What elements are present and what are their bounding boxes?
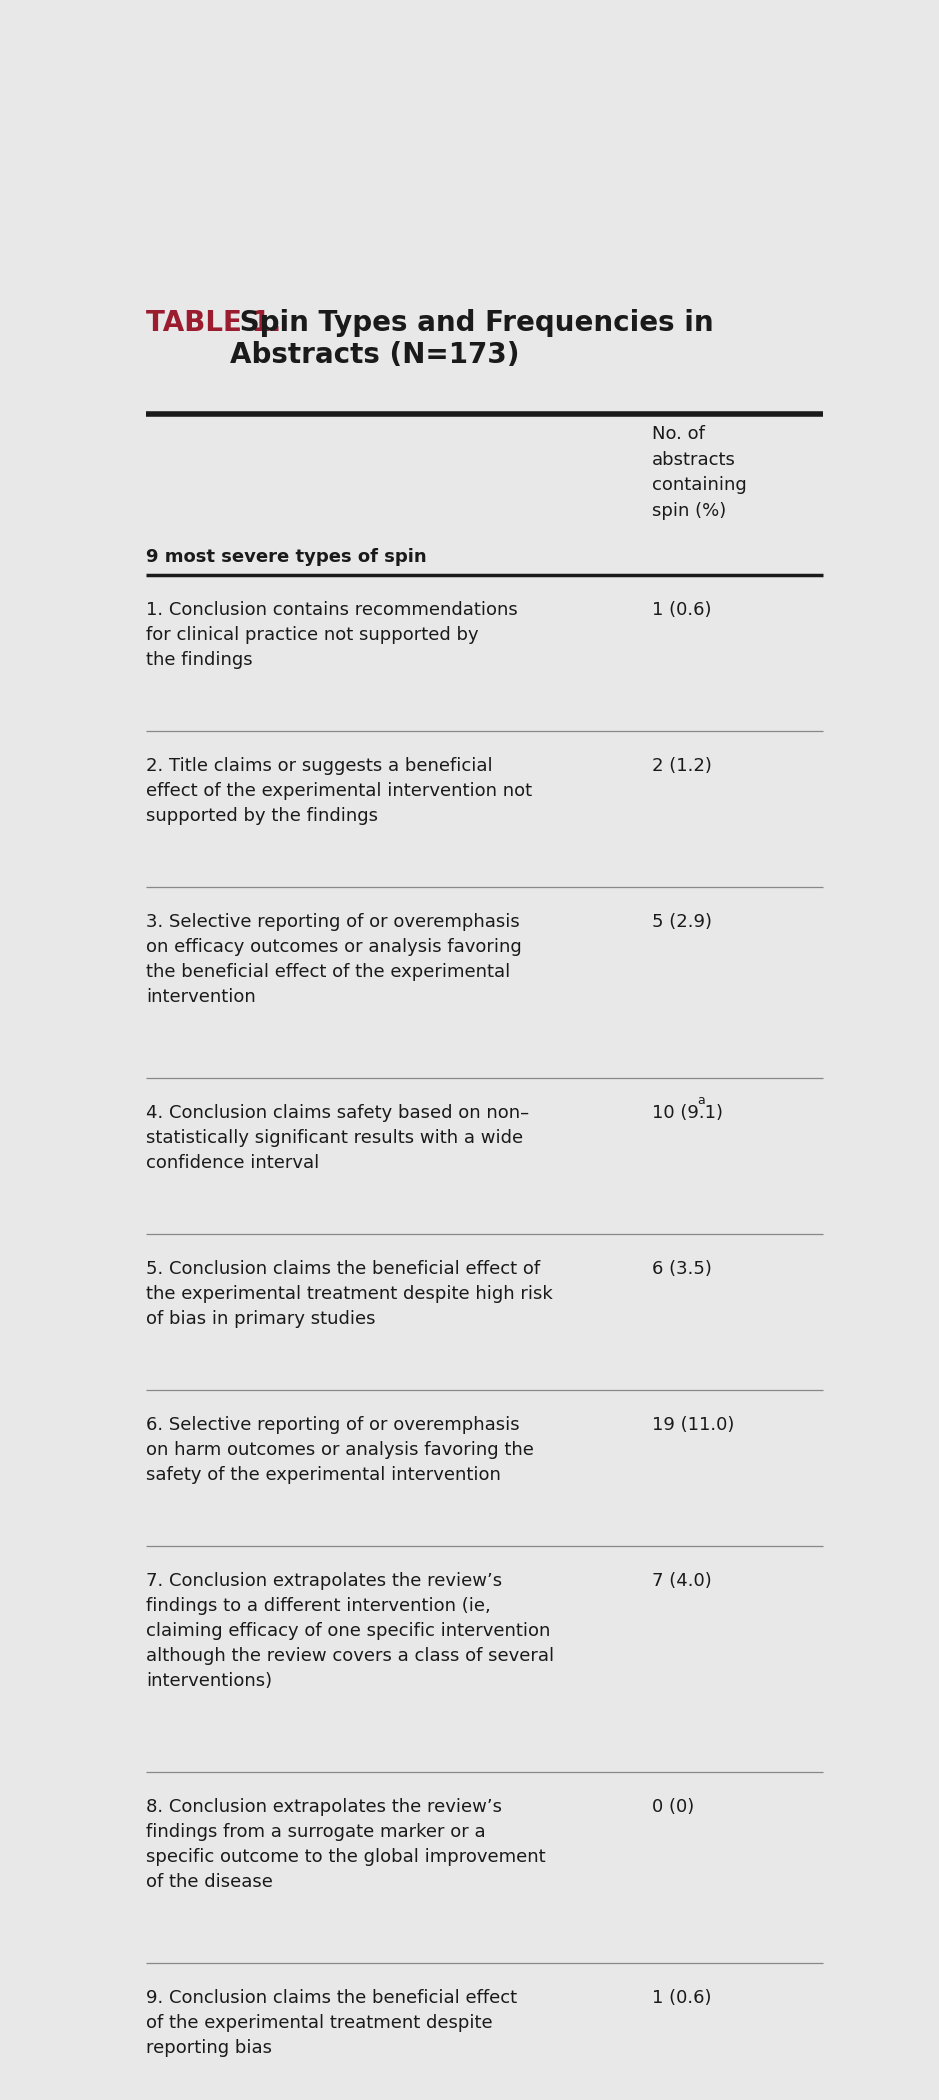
Text: 2 (1.2): 2 (1.2) <box>653 758 712 775</box>
Text: 7. Conclusion extrapolates the review’s
findings to a different intervention (ie: 7. Conclusion extrapolates the review’s … <box>146 1573 555 1691</box>
Text: 1. Conclusion contains recommendations
for clinical practice not supported by
th: 1. Conclusion contains recommendations f… <box>146 601 518 670</box>
Text: 9. Conclusion claims the beneficial effect
of the experimental treatment despite: 9. Conclusion claims the beneficial effe… <box>146 1989 517 2056</box>
Text: 6 (3.5): 6 (3.5) <box>653 1260 712 1279</box>
Text: 1 (0.6): 1 (0.6) <box>653 601 712 619</box>
Text: 5 (2.9): 5 (2.9) <box>653 914 713 932</box>
Text: 3. Selective reporting of or overemphasis
on efficacy outcomes or analysis favor: 3. Selective reporting of or overemphasi… <box>146 914 522 1006</box>
Text: 8. Conclusion extrapolates the review’s
findings from a surrogate marker or a
sp: 8. Conclusion extrapolates the review’s … <box>146 1798 546 1890</box>
Text: 2. Title claims or suggests a beneficial
effect of the experimental intervention: 2. Title claims or suggests a beneficial… <box>146 758 532 825</box>
Text: 19 (11.0): 19 (11.0) <box>653 1415 734 1434</box>
Text: TABLE 1.: TABLE 1. <box>146 309 282 336</box>
Text: 4. Conclusion claims safety based on non–
statistically significant results with: 4. Conclusion claims safety based on non… <box>146 1105 530 1172</box>
Text: No. of
abstracts
containing
spin (%): No. of abstracts containing spin (%) <box>653 424 747 521</box>
Text: 6. Selective reporting of or overemphasis
on harm outcomes or analysis favoring : 6. Selective reporting of or overemphasi… <box>146 1415 534 1485</box>
Text: Spin Types and Frequencies in
Abstracts (N=173): Spin Types and Frequencies in Abstracts … <box>230 309 714 370</box>
Text: 9 most severe types of spin: 9 most severe types of spin <box>146 548 427 565</box>
Text: 10 (9.1): 10 (9.1) <box>653 1105 723 1121</box>
Text: a: a <box>698 1094 705 1107</box>
Text: 1 (0.6): 1 (0.6) <box>653 1989 712 2008</box>
Text: 0 (0): 0 (0) <box>653 1798 695 1816</box>
Text: 5. Conclusion claims the beneficial effect of
the experimental treatment despite: 5. Conclusion claims the beneficial effe… <box>146 1260 553 1327</box>
Text: 7 (4.0): 7 (4.0) <box>653 1573 712 1590</box>
